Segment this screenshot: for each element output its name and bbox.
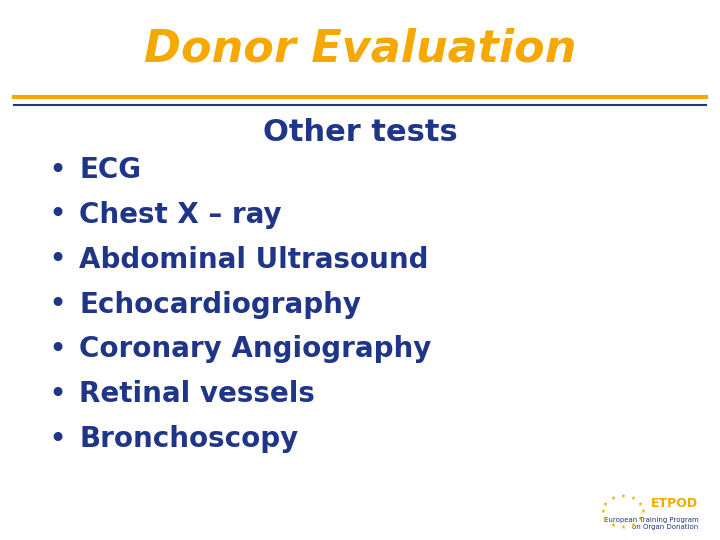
Text: •: •	[48, 156, 67, 185]
Text: •: •	[48, 424, 67, 454]
Text: •: •	[48, 245, 67, 274]
Text: •: •	[48, 290, 67, 319]
Text: ★: ★	[621, 494, 625, 500]
Text: Abdominal Ultrasound: Abdominal Ultrasound	[79, 246, 428, 274]
Text: Other tests: Other tests	[263, 118, 457, 147]
Text: Donor Evaluation: Donor Evaluation	[144, 27, 576, 70]
Text: ★: ★	[611, 496, 615, 501]
Text: ★: ★	[638, 517, 643, 522]
Text: ★: ★	[631, 523, 635, 528]
Text: ★: ★	[603, 517, 608, 522]
Text: Echocardiography: Echocardiography	[79, 291, 361, 319]
Text: Retinal vessels: Retinal vessels	[79, 380, 315, 408]
Text: European Training Program
on Organ Donation: European Training Program on Organ Donat…	[603, 517, 698, 530]
Text: ★: ★	[603, 502, 608, 507]
Text: •: •	[48, 335, 67, 364]
Text: Coronary Angiography: Coronary Angiography	[79, 335, 431, 363]
Text: ★: ★	[621, 524, 625, 530]
Text: ★: ★	[611, 523, 615, 528]
Text: •: •	[48, 200, 67, 230]
Text: Bronchoscopy: Bronchoscopy	[79, 425, 299, 453]
Text: ★: ★	[641, 509, 645, 515]
Text: Chest X – ray: Chest X – ray	[79, 201, 282, 229]
Text: ★: ★	[600, 509, 605, 515]
Text: ★: ★	[638, 502, 643, 507]
Text: ★: ★	[631, 496, 635, 501]
Text: ECG: ECG	[79, 156, 141, 184]
Text: ETPOD: ETPOD	[652, 497, 698, 510]
Text: •: •	[48, 380, 67, 409]
